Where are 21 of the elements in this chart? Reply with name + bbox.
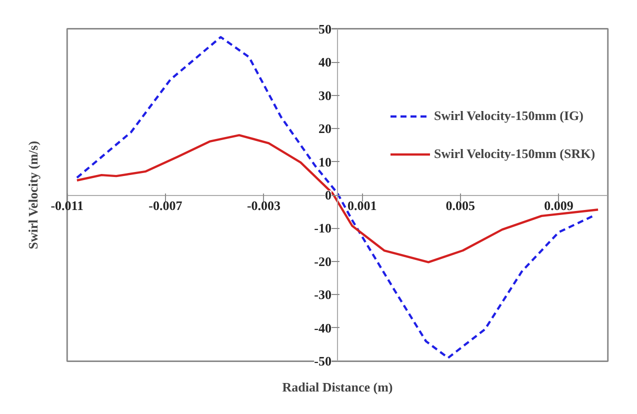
x-tick-label: -0.003 (246, 198, 282, 213)
x-tick-label: 0.001 (347, 198, 377, 213)
y-tick-label: -30 (314, 287, 332, 302)
y-tick-label: -50 (314, 354, 332, 369)
y-axis-title: Swirl Velocity (m/s) (26, 140, 40, 250)
y-tick-label: 0 (325, 188, 332, 202)
legend-label: Swirl Velocity-150mm (SRK) (434, 146, 596, 162)
x-axis-title: Radial Distance (m) (282, 380, 393, 394)
x-tick-label: 0.005 (446, 198, 476, 213)
y-tick-label: 30 (318, 88, 332, 103)
y-tick-label: 20 (318, 121, 332, 136)
x-tick-label: 0.009 (544, 198, 574, 213)
y-tick-label: -20 (314, 254, 332, 269)
y-tick-label: 50 (318, 21, 332, 36)
legend-label: Swirl Velocity-150mm (IG) (434, 108, 584, 124)
y-tick-label: 40 (318, 54, 332, 70)
y-tick-label: -10 (314, 220, 332, 236)
y-tick-label: -40 (314, 320, 332, 336)
y-tick-label: 10 (318, 154, 332, 170)
x-tick-label: -0.007 (148, 198, 183, 213)
x-tick-label: -0.011 (50, 198, 84, 213)
